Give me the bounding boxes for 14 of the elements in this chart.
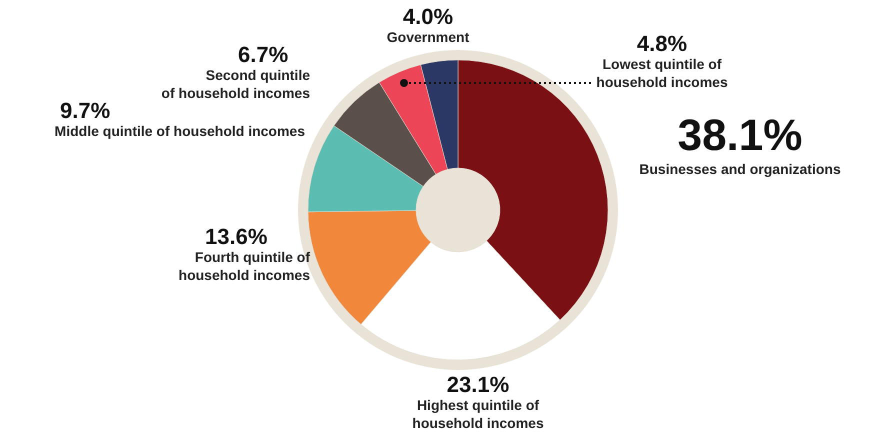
data-label: 13.6% bbox=[205, 224, 268, 249]
slice-label: Businesses and organizations bbox=[639, 161, 841, 177]
data-label: 6.7% bbox=[238, 42, 288, 67]
data-label: 9.7% bbox=[60, 98, 110, 123]
data-label: 23.1% bbox=[446, 372, 510, 397]
data-label: 4.0% bbox=[402, 4, 454, 29]
slice-label: Lowest quintile of household incomes bbox=[596, 56, 728, 90]
slice-label: Second quintile of household incomes bbox=[161, 67, 310, 101]
slice-label: Fourth quintile of household incomes bbox=[178, 249, 310, 283]
slice-label: Government bbox=[386, 29, 470, 45]
data-label: 38.1% bbox=[678, 111, 802, 160]
data-label: 4.8% bbox=[636, 31, 688, 56]
slice-label: Highest quintile of household incomes bbox=[412, 397, 544, 431]
slice-label: Middle quintile of household incomes bbox=[54, 123, 306, 139]
